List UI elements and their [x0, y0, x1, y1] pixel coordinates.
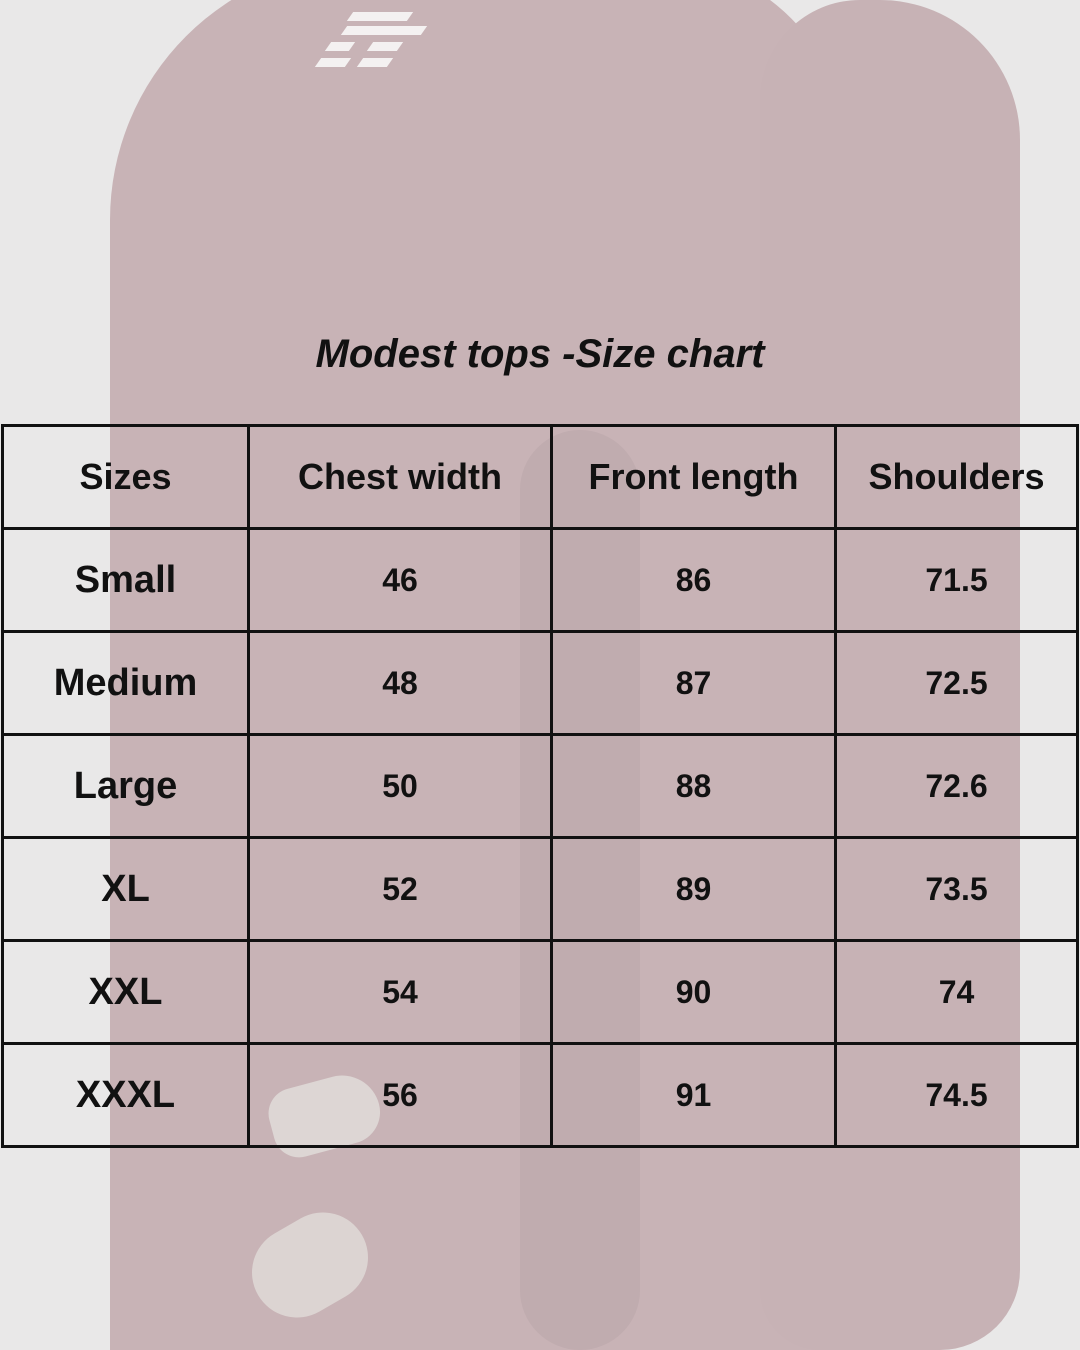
- size-label: XXL: [1, 939, 250, 1045]
- measurement-cell: 52: [247, 836, 553, 942]
- table-row: XXL 54 90 74: [1, 939, 1079, 1045]
- measurement-cell: 89: [550, 836, 837, 942]
- size-label: Small: [1, 527, 250, 633]
- table-row: Medium 48 87 72.5: [1, 630, 1079, 736]
- table-row: XXXL 56 91 74.5: [1, 1042, 1079, 1148]
- column-header: Front length: [550, 424, 837, 530]
- size-chart-table: Sizes Chest width Front length Shoulders Sm…: [1, 424, 1079, 1148]
- column-header: Chest width: [247, 424, 553, 530]
- measurement-cell: 54: [247, 939, 553, 1045]
- table-row: Large 50 88 72.6: [1, 733, 1079, 839]
- column-header: Sizes: [1, 424, 250, 530]
- size-label: XXXL: [1, 1042, 250, 1148]
- measurement-cell: 87: [550, 630, 837, 736]
- measurement-cell: 74: [834, 939, 1079, 1045]
- measurement-cell: 71.5: [834, 527, 1079, 633]
- measurement-cell: 73.5: [834, 836, 1079, 942]
- measurement-cell: 74.5: [834, 1042, 1079, 1148]
- column-header: Shoulders: [834, 424, 1079, 530]
- measurement-cell: 50: [247, 733, 553, 839]
- size-label: XL: [1, 836, 250, 942]
- table-header-row: Sizes Chest width Front length Shoulders: [1, 424, 1079, 530]
- brand-logo-icon: [310, 12, 430, 72]
- size-label: Medium: [1, 630, 250, 736]
- measurement-cell: 72.5: [834, 630, 1079, 736]
- page-title: Modest tops -Size chart: [315, 332, 765, 376]
- table-row: XL 52 89 73.5: [1, 836, 1079, 942]
- measurement-cell: 72.6: [834, 733, 1079, 839]
- size-label: Large: [1, 733, 250, 839]
- measurement-cell: 90: [550, 939, 837, 1045]
- measurement-cell: 88: [550, 733, 837, 839]
- measurement-cell: 46: [247, 527, 553, 633]
- measurement-cell: 91: [550, 1042, 837, 1148]
- measurement-cell: 48: [247, 630, 553, 736]
- measurement-cell: 56: [247, 1042, 553, 1148]
- measurement-cell: 86: [550, 527, 837, 633]
- table-row: Small 46 86 71.5: [1, 527, 1079, 633]
